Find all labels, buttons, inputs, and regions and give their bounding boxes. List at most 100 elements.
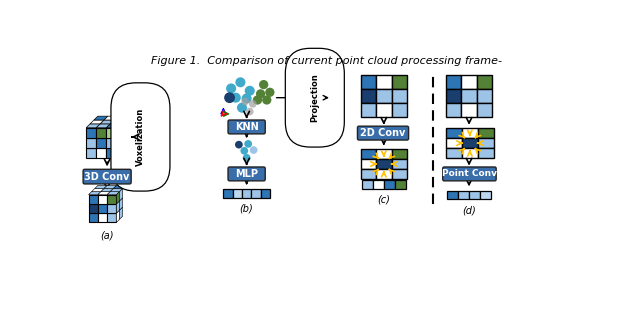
Bar [446,103,461,117]
Text: KNN: KNN [235,122,259,132]
Bar [86,148,96,158]
Bar [107,195,116,204]
Bar [360,75,376,89]
Bar [107,213,116,222]
Bar [252,188,260,198]
Bar [360,169,376,179]
Bar [242,188,252,198]
Bar [477,89,492,103]
Polygon shape [106,124,120,128]
Polygon shape [107,192,120,195]
Circle shape [241,147,248,155]
Bar [461,103,477,117]
Bar [480,191,491,199]
Bar [86,128,96,138]
Bar [88,213,98,222]
Bar [469,191,480,199]
Polygon shape [101,188,113,192]
Bar [462,138,478,148]
Text: Figure 1.  Comparison of current point cloud processing frame-: Figure 1. Comparison of current point cl… [151,57,502,67]
Bar [98,195,107,204]
FancyBboxPatch shape [83,169,131,184]
Bar [477,75,492,89]
Bar [392,149,407,159]
Circle shape [265,88,275,97]
Circle shape [256,89,265,99]
Polygon shape [116,134,120,148]
Circle shape [231,93,241,103]
Text: (d): (d) [462,205,476,215]
Text: Point Conv: Point Conv [442,169,497,179]
Circle shape [241,93,252,103]
FancyBboxPatch shape [358,126,408,140]
Bar [88,195,98,204]
Circle shape [241,98,249,105]
Text: (a): (a) [100,230,114,240]
Bar [106,138,116,148]
Bar [360,149,376,159]
Bar [98,213,107,222]
Polygon shape [120,207,123,219]
Bar [392,103,407,117]
Bar [362,180,373,188]
Circle shape [250,146,257,154]
Bar [462,129,478,138]
Bar [96,138,106,148]
Circle shape [262,95,271,105]
Polygon shape [116,201,120,213]
Circle shape [235,141,243,148]
Polygon shape [86,124,100,128]
Polygon shape [120,188,123,201]
Bar [260,188,270,198]
Bar [233,188,242,198]
Bar [392,75,407,89]
Polygon shape [120,120,124,134]
Bar [376,103,392,117]
Polygon shape [120,130,124,144]
Bar [96,128,106,138]
Circle shape [236,77,246,87]
Bar [96,148,106,158]
Bar [360,103,376,117]
Polygon shape [88,192,101,195]
Bar [395,180,406,188]
Polygon shape [110,120,124,124]
Polygon shape [100,120,114,124]
Polygon shape [116,210,120,222]
Circle shape [224,92,235,103]
Bar [373,180,384,188]
Bar [392,159,407,169]
Polygon shape [94,116,108,120]
Circle shape [244,140,252,148]
Bar [88,204,98,213]
Bar [392,89,407,103]
Bar [360,89,376,103]
Bar [447,191,458,199]
Bar [106,148,116,158]
Bar [376,89,392,103]
Bar [478,129,494,138]
Text: MLP: MLP [235,169,258,179]
Bar [376,75,392,89]
Bar [458,191,469,199]
Bar [461,75,477,89]
Polygon shape [96,124,110,128]
Bar [223,188,233,198]
Polygon shape [116,192,120,204]
Polygon shape [113,186,125,188]
Polygon shape [92,188,104,192]
Bar [477,103,492,117]
Text: (b): (b) [240,203,253,213]
Polygon shape [95,186,107,188]
Bar [384,180,395,188]
Circle shape [244,86,255,96]
Polygon shape [120,140,124,154]
Bar [446,148,462,158]
Circle shape [226,84,236,93]
Polygon shape [104,186,116,188]
Bar [446,75,461,89]
Polygon shape [110,188,123,192]
Bar [376,159,392,169]
Bar [107,204,116,213]
Text: Voxelization: Voxelization [136,108,145,166]
